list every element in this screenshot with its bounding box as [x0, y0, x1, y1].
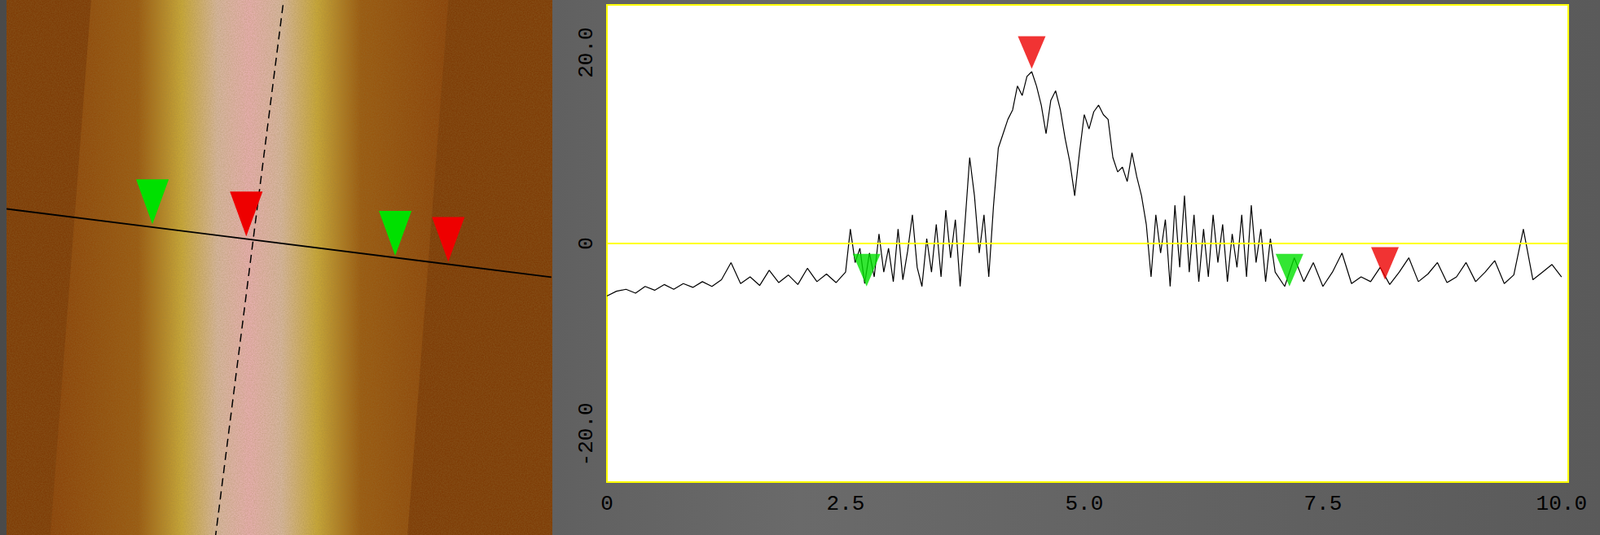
svg-text:7.5: 7.5: [1303, 492, 1342, 517]
svg-text:0: 0: [574, 237, 599, 251]
svg-text:10.0: 10.0: [1536, 492, 1587, 517]
svg-text:5.0: 5.0: [1064, 492, 1104, 517]
svg-text:20.0: 20.0: [574, 26, 599, 78]
svg-text:-20.0: -20.0: [574, 402, 599, 466]
svg-text:0: 0: [600, 492, 614, 517]
svg-text:2.5: 2.5: [826, 492, 866, 517]
